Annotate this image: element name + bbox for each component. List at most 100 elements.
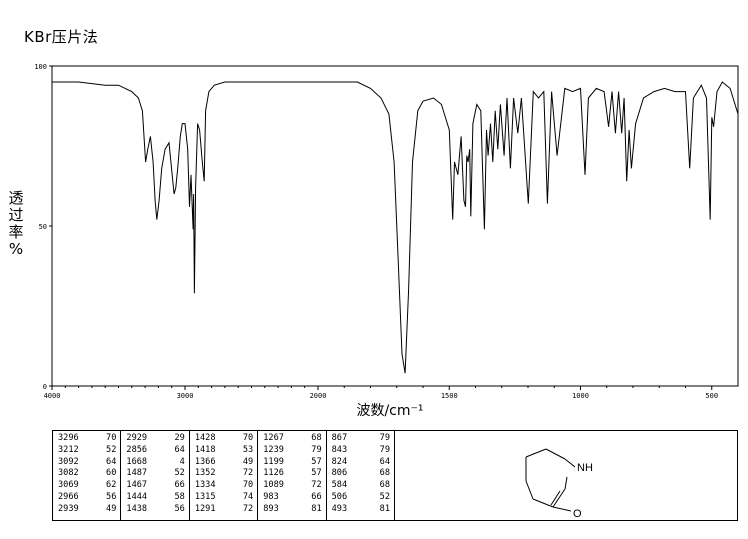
peak-row: 2939 49 — [58, 504, 116, 516]
peak-transmittance: 58 — [174, 491, 185, 502]
peak-wavenumber: 506 — [331, 491, 348, 502]
peak-row: 1239 79 — [263, 445, 321, 457]
peak-row: 806 68 — [332, 468, 390, 480]
peak-wavenumber: 867 — [331, 433, 348, 443]
peak-transmittance: 70 — [106, 433, 117, 443]
peak-wavenumber: 2856 — [126, 444, 148, 455]
peak-transmittance: 52 — [106, 444, 117, 455]
peak-table-column: 1428 70 1418 53 1366 49 1352 72 1334 70 1315 74 1291… — [190, 431, 259, 520]
peak-wavenumber: 1352 — [194, 468, 216, 479]
peak-table: 3296 70 3212 52 3092 64 3082 60 3069 62 2966 56 2939… — [52, 430, 395, 521]
peak-transmittance: 62 — [106, 480, 117, 491]
peak-row: 3082 60 — [58, 468, 116, 480]
peak-row: 843 79 — [332, 445, 390, 457]
peak-wavenumber: 1126 — [263, 468, 284, 479]
spectrum-line — [52, 81, 739, 374]
peak-transmittance: 56 — [106, 491, 117, 502]
peak-row: 584 68 — [332, 480, 390, 492]
peak-row: 1668 4 — [126, 457, 184, 469]
peak-row: 3296 70 — [58, 433, 116, 445]
y-tick-label: 0 — [43, 383, 47, 391]
peak-transmittance: 49 — [242, 456, 254, 467]
peak-row: 3092 64 — [58, 457, 116, 469]
nh-label: NH — [577, 462, 593, 474]
x-tick-label: 1500 — [441, 392, 458, 400]
peak-row: 2929 29 — [126, 433, 184, 445]
caprolactam-structure: NH O — [525, 448, 593, 520]
peak-transmittance: 68 — [379, 480, 391, 491]
peak-wavenumber: 1467 — [126, 480, 148, 491]
peak-wavenumber: 1315 — [194, 491, 216, 502]
y-axis-label-text: 透过率 % — [8, 189, 24, 258]
structure-panel: NH O — [395, 430, 738, 521]
carbonyl-o-label: O — [573, 508, 582, 520]
peak-wavenumber: 824 — [331, 456, 348, 467]
peak-wavenumber: 1267 — [263, 433, 284, 443]
peak-wavenumber: 3212 — [58, 444, 79, 455]
peak-transmittance: 68 — [379, 468, 391, 479]
peak-row: 1487 52 — [126, 468, 184, 480]
peak-transmittance: 4 — [179, 456, 185, 467]
peak-transmittance: 52 — [174, 468, 185, 479]
peak-wavenumber: 843 — [331, 444, 348, 455]
peak-table-column: 3296 70 3212 52 3092 64 3082 60 3069 62 2966 56 2939… — [53, 431, 122, 520]
chart-title: KBr压片法 — [24, 28, 99, 46]
peak-row: 824 64 — [332, 457, 390, 469]
y-tick-label: 50 — [39, 223, 47, 231]
peak-transmittance: 56 — [174, 503, 185, 514]
x-tick-label: 3000 — [177, 392, 194, 400]
peak-wavenumber: 493 — [331, 503, 348, 514]
peak-row: 867 79 — [332, 433, 390, 445]
peak-wavenumber: 2929 — [126, 433, 148, 443]
peak-transmittance: 72 — [311, 480, 322, 491]
peak-transmittance: 70 — [242, 480, 254, 491]
plot-frame — [51, 65, 739, 387]
peak-row: 1444 58 — [126, 492, 184, 504]
peak-wavenumber: 3092 — [58, 456, 79, 467]
peak-transmittance: 60 — [106, 468, 117, 479]
peak-wavenumber: 1291 — [194, 503, 216, 514]
peak-row: 1315 74 — [195, 492, 253, 504]
peak-row: 2966 56 — [58, 492, 116, 504]
peak-transmittance: 29 — [174, 433, 185, 443]
peak-wavenumber: 1366 — [194, 456, 216, 467]
peak-transmittance: 81 — [379, 503, 391, 514]
peak-wavenumber: 893 — [263, 503, 279, 514]
peak-row: 1467 66 — [126, 480, 184, 492]
peak-wavenumber: 1438 — [126, 503, 148, 514]
peak-row: 1199 57 — [263, 457, 321, 469]
peak-transmittance: 72 — [242, 503, 254, 514]
peak-transmittance: 64 — [379, 456, 391, 467]
peak-wavenumber: 1334 — [194, 480, 216, 491]
peak-row: 983 66 — [263, 492, 321, 504]
peak-row: 506 52 — [332, 492, 390, 504]
peak-wavenumber: 1428 — [194, 433, 216, 443]
peak-wavenumber: 2939 — [58, 503, 79, 514]
peak-wavenumber: 2966 — [58, 491, 79, 502]
peak-transmittance: 49 — [106, 503, 117, 514]
peak-row: 1428 70 — [195, 433, 253, 445]
peak-transmittance: 66 — [311, 491, 322, 502]
y-tick-label: 100 — [34, 63, 47, 71]
peak-transmittance: 79 — [379, 444, 391, 455]
peak-row: 2856 64 — [126, 445, 184, 457]
peak-wavenumber: 1199 — [263, 456, 284, 467]
peak-row: 1352 72 — [195, 468, 253, 480]
peak-transmittance: 53 — [242, 444, 254, 455]
peak-row: 893 81 — [263, 504, 321, 516]
peak-wavenumber: 1668 — [126, 456, 148, 467]
peak-row: 1438 56 — [126, 504, 184, 516]
peak-row: 1291 72 — [195, 504, 253, 516]
peak-row: 1366 49 — [195, 457, 253, 469]
x-tick-label: 4000 — [44, 392, 61, 400]
x-tick-label: 1000 — [572, 392, 589, 400]
peak-wavenumber: 983 — [263, 491, 279, 502]
peak-transmittance: 74 — [242, 491, 254, 502]
peak-row: 1267 68 — [263, 433, 321, 445]
peak-wavenumber: 806 — [331, 468, 348, 479]
peak-transmittance: 79 — [379, 433, 391, 443]
peak-transmittance: 52 — [379, 491, 391, 502]
peak-table-column: 2929 29 2856 64 1668 4 1487 52 1467 66 1444 58 1438 5… — [121, 431, 190, 520]
x-axis-label: 波数/cm⁻¹ — [356, 403, 424, 419]
peak-wavenumber: 3082 — [58, 468, 79, 479]
